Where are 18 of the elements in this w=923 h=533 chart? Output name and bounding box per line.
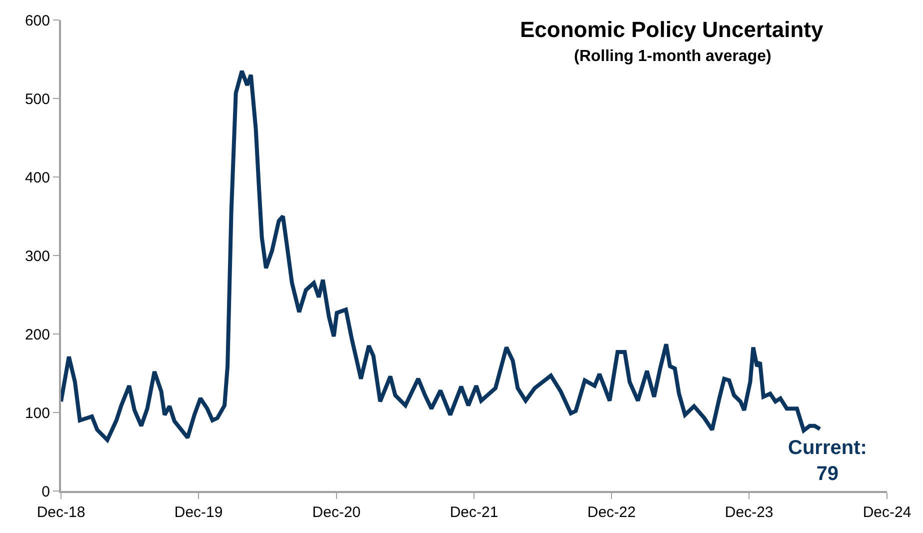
annotation: Current: 79	[788, 437, 867, 485]
y-tick-label: 100	[24, 404, 50, 422]
text: (Rolling 1-month average)	[574, 48, 772, 65]
y-tick-label: 500	[24, 90, 50, 108]
x-tick-label: Dec-24	[862, 504, 912, 521]
x-tick-label: Dec-21	[450, 504, 498, 521]
line-series	[61, 69, 822, 442]
x-tick-label: Dec-22	[587, 504, 636, 521]
x-tick-label: Dec-23	[724, 504, 774, 521]
x-tick-label: Dec-18	[36, 504, 86, 521]
x-tick-label: Dec-19	[174, 504, 223, 521]
y-tick-label: 400	[24, 169, 50, 186]
y-tick-label: 300	[24, 248, 50, 265]
y-tick-label: 600	[24, 12, 50, 30]
chart-title: Economic Policy Uncertainty	[520, 17, 824, 42]
x-tick-label: Dec-20	[312, 504, 361, 521]
y-tick-label: 200	[24, 326, 50, 344]
y-tick-label: 0	[42, 483, 50, 500]
